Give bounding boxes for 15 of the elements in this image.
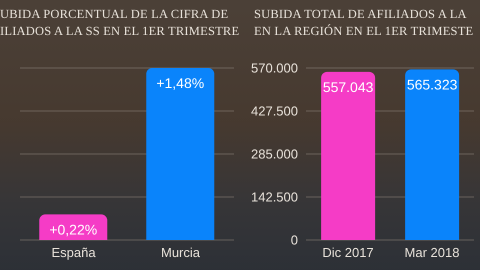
y-tick-label: 142.500 — [251, 190, 298, 205]
x-tick-label: España — [51, 245, 96, 260]
data-label: 565.323 — [406, 76, 458, 92]
chart-title: SUBIDA TOTAL DE AFILIADOS A LA EN LA REGIÓN EN EL 1ER TRIMESTE — [254, 6, 474, 40]
chart-title: UBIDA PORCENTUAL DE LA CIFRA DE ILIADOS A LA SS EN EL 1ER TRIMESTRE — [0, 6, 240, 40]
data-label: 557.043 — [322, 78, 374, 95]
y-tick-label: 285.000 — [251, 146, 298, 162]
data-label: +1,48% — [156, 74, 204, 91]
data-label: +0,22% — [49, 221, 98, 238]
y-tick-label: 427.500 — [251, 104, 298, 119]
x-tick-label: Mar 2018 — [404, 245, 460, 260]
x-tick-label: Dic 2017 — [322, 245, 374, 260]
y-tick-label: 0 — [290, 232, 298, 248]
x-tick-label: Murcia — [160, 245, 201, 260]
y-tick-label: 570.000 — [251, 60, 298, 76]
